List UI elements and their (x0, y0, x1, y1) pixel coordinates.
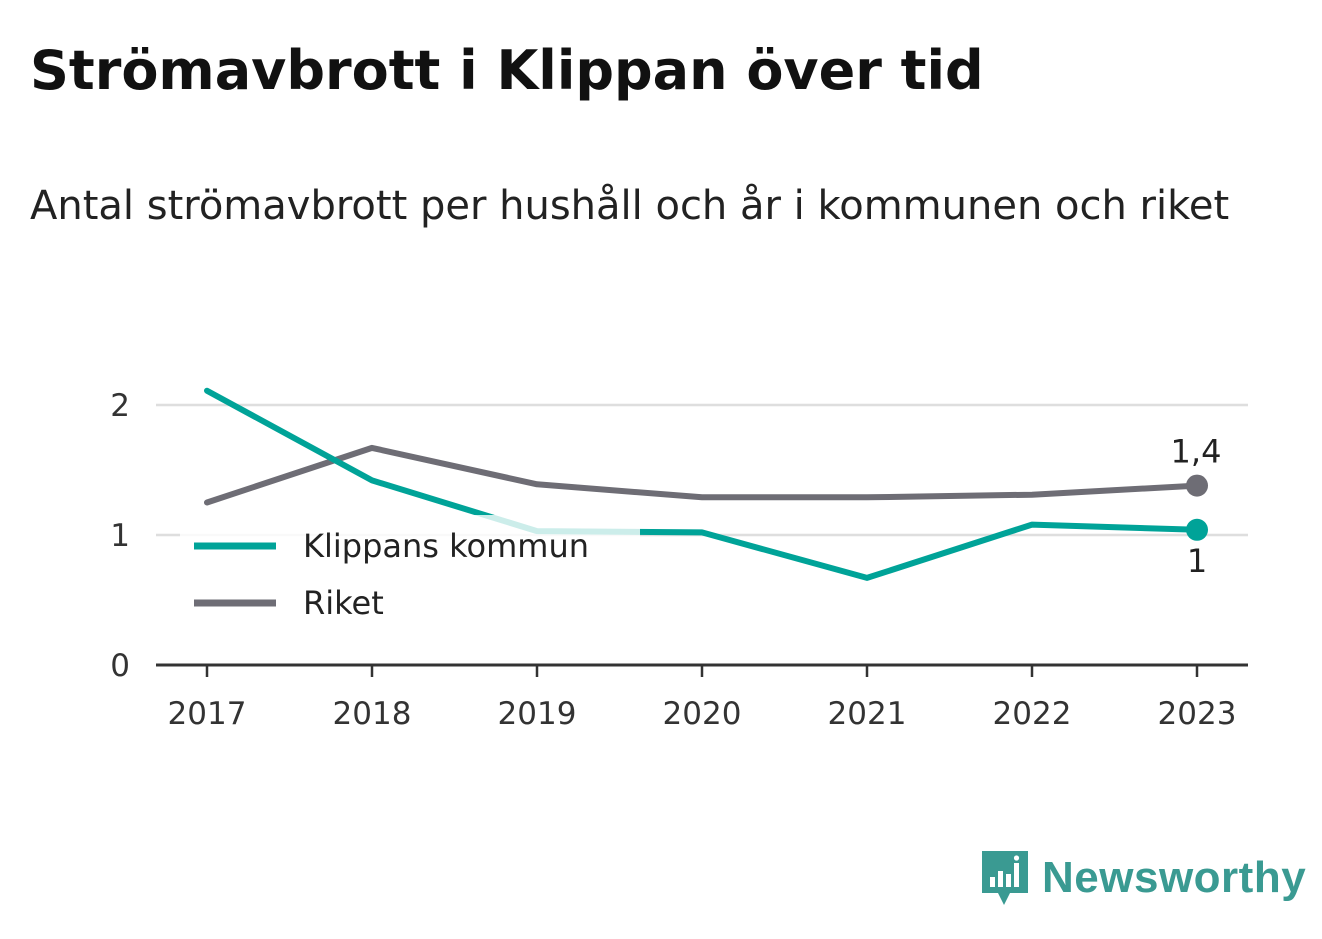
end-label-klippan: 1 (1187, 542, 1207, 580)
chart-title: Strömavbrott i Klippan över tid (30, 39, 984, 102)
series-end-point (1186, 518, 1208, 541)
brand-logo: Newsworthy (980, 848, 1306, 908)
end-labels: 1,41 (1171, 433, 1222, 580)
brand-name: Newsworthy (1042, 853, 1307, 902)
legend-label: Riket (303, 584, 384, 622)
legend-label: Klippans kommun (303, 527, 589, 565)
x-tick-label: 2019 (498, 696, 577, 732)
x-tick-label: 2017 (168, 696, 247, 732)
y-tick-label: 1 (110, 518, 130, 554)
series-line-riket (204, 444, 1200, 506)
legend-background (180, 515, 640, 630)
x-tick-label: 2022 (993, 696, 1072, 732)
y-axis: 0 1 2 (110, 388, 130, 684)
series-lines (204, 387, 1208, 581)
y-tick-label: 0 (110, 648, 130, 684)
series-line-klippan (204, 387, 1200, 581)
series-end-point (1186, 474, 1208, 497)
x-tick-label: 2020 (663, 696, 742, 732)
x-tick-label: 2021 (828, 696, 907, 732)
x-axis: 2017 2018 2019 2020 2021 2022 2023 (168, 665, 1237, 732)
y-tick-label: 2 (110, 388, 130, 424)
x-tick-label: 2023 (1158, 696, 1237, 732)
chart-subtitle: Antal strömavbrott per hushåll och år i … (30, 183, 1230, 229)
end-label-riket: 1,4 (1171, 433, 1222, 471)
x-tick-label: 2018 (333, 696, 412, 732)
legend: Klippans kommun Riket (180, 515, 640, 630)
newsworthy-logo-icon (982, 851, 1028, 905)
